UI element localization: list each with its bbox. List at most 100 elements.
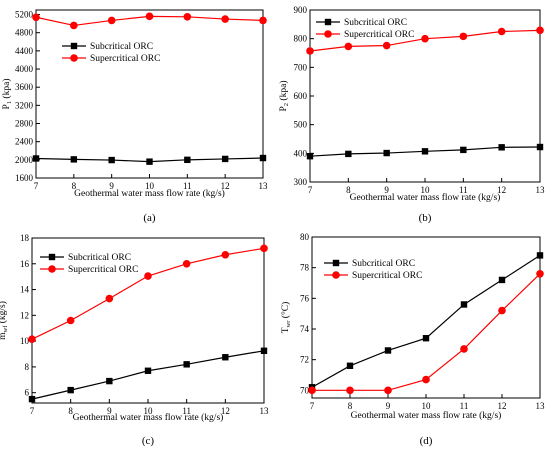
y-tick-label: 400	[294, 148, 308, 158]
data-point-circle	[260, 244, 268, 253]
y-axis-title: mwf (kg/s)	[0, 301, 9, 340]
x-tick-label: 10	[421, 185, 431, 195]
y-tick-label: 4000	[15, 64, 34, 74]
data-point-circle	[497, 27, 506, 36]
data-point-circle	[384, 386, 392, 395]
data-point-circle	[105, 294, 114, 303]
data-point-square	[70, 156, 78, 163]
data-point-circle	[28, 335, 36, 343]
y-tick-label: 10	[20, 336, 30, 346]
y-tick-label: 80	[300, 232, 310, 242]
data-point-circle	[421, 34, 429, 43]
x-tick-label: 8	[68, 406, 73, 416]
legend-label: Subcritical ORC	[68, 253, 131, 263]
y-tick-label: 3200	[15, 100, 34, 110]
data-point-circle	[536, 26, 544, 35]
x-tick-label: 10	[144, 406, 154, 416]
x-tick-label: 7	[310, 401, 315, 411]
data-point-square	[144, 367, 152, 374]
y-tick-label: 3600	[15, 82, 34, 92]
y-tick-label: 72	[300, 355, 309, 365]
panel-label: (d)	[420, 435, 433, 447]
data-point-square	[536, 252, 544, 259]
y-tick-label: 700	[294, 62, 308, 72]
series-line-subcritical	[31, 350, 265, 400]
y-tick-label: 1600	[15, 173, 34, 183]
legend-label: Supercritical ORC	[344, 30, 414, 40]
x-axis-title: Geothermal water mass flow rate (kg/s)	[73, 412, 224, 423]
legend-marker-square	[48, 253, 56, 261]
x-tick-label: 9	[386, 401, 391, 411]
data-point-square	[345, 150, 352, 158]
data-point-square	[498, 276, 506, 284]
legend-label: Supercritical ORC	[352, 271, 422, 281]
y-tick-label: 74	[300, 324, 310, 334]
legend-marker-circle	[324, 30, 332, 38]
x-tick-label: 11	[183, 181, 192, 191]
data-point-circle	[70, 21, 78, 30]
data-point-square	[28, 395, 36, 403]
legend-marker-square	[324, 18, 332, 26]
legend-label: Subcritical ORC	[352, 259, 415, 269]
chart-panel-1: 7 8 9 10 11 12 13 1600 2000 2400 2800 3200 3600 4000 4…	[1, 9, 268, 224]
x-tick-label: 12	[221, 181, 230, 191]
data-point-square	[259, 154, 267, 162]
legend-label: Subcritical ORC	[344, 18, 407, 28]
x-tick-label: 12	[221, 406, 230, 416]
x-axis-title: Geothermal water mass flow rate (kg/s)	[351, 410, 502, 421]
x-tick-label: 12	[498, 401, 507, 411]
x-tick-label: 10	[422, 401, 432, 411]
y-tick-label: 14	[20, 285, 30, 295]
data-point-circle	[259, 16, 267, 25]
data-point-square	[460, 301, 468, 308]
data-point-circle	[221, 250, 230, 259]
y-tick-label: 500	[294, 120, 308, 130]
data-point-circle	[145, 12, 154, 21]
x-axis-title: Geothermal water mass flow rate (kg/s)	[74, 188, 225, 199]
plot-frame	[35, 9, 264, 179]
data-point-square	[222, 354, 229, 361]
data-point-circle	[536, 270, 544, 278]
chart-panel-3: 7 8 9 10 11 12 13 6 8 10 12 14 16 18 Geothermal water …	[0, 233, 269, 447]
data-point-square	[184, 156, 191, 164]
data-point-square	[306, 153, 314, 160]
y-tick-label: 5200	[15, 10, 34, 20]
x-tick-label: 8	[348, 401, 353, 411]
data-point-square	[383, 149, 390, 157]
plot-frame	[31, 237, 265, 404]
x-tick-label: 7	[30, 406, 35, 416]
legend-marker-square	[70, 42, 78, 50]
panel-label: (c)	[142, 435, 155, 447]
y-tick-label: 800	[294, 34, 308, 44]
data-point-square	[146, 158, 153, 165]
data-point-square	[460, 146, 467, 154]
y-tick-label: 900	[294, 5, 308, 15]
chart-panel-2: 7 8 9 10 11 12 13 300 400 500 600 700 800 900 Geotherm…	[278, 5, 545, 224]
x-tick-label: 9	[384, 185, 389, 195]
x-tick-label: 9	[107, 406, 112, 416]
data-point-circle	[66, 316, 75, 325]
y-tick-label: 76	[300, 293, 310, 303]
data-point-square	[221, 155, 229, 163]
series-line-supercritical	[31, 247, 265, 340]
x-tick-label: 13	[536, 401, 546, 411]
data-point-square	[260, 347, 268, 354]
data-point-circle	[221, 15, 229, 23]
x-tick-label: 7	[308, 185, 313, 195]
data-point-circle	[32, 13, 40, 22]
data-point-circle	[144, 272, 152, 280]
data-point-circle	[107, 16, 116, 25]
x-tick-label: 13	[260, 406, 270, 416]
data-point-square	[183, 361, 190, 368]
x-tick-label: 9	[109, 181, 114, 191]
y-tick-label: 2800	[15, 119, 34, 129]
data-point-circle	[344, 42, 353, 51]
y-tick-label: 18	[20, 233, 30, 243]
data-point-circle	[382, 41, 391, 50]
legend-marker-circle	[48, 265, 56, 273]
y-tick-label: 4800	[15, 28, 34, 38]
y-tick-label: 600	[294, 91, 308, 101]
legend-marker-circle	[332, 271, 340, 279]
y-tick-label: 16	[20, 259, 30, 269]
y-tick-label: 78	[300, 263, 310, 273]
